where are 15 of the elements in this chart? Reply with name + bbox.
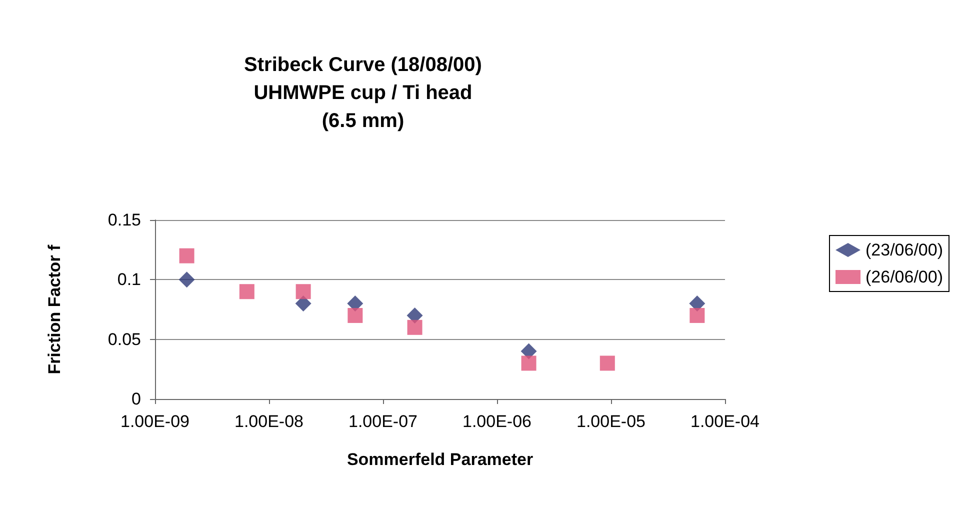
x-tick-label: 1.00E-05 — [576, 412, 646, 431]
y-tick-label: 0.05 — [108, 330, 141, 349]
y-axis-title: Friction Factor f — [45, 244, 64, 374]
y-tick-label: 0.15 — [108, 210, 141, 230]
x-tick-label: 1.00E-09 — [120, 412, 190, 431]
y-tick-label: 0 — [132, 390, 141, 408]
legend-label: (26/06/00) — [866, 268, 944, 286]
chart-title: Stribeck Curve (18/08/00) UHMWPE cup / Ti head (6.5 mm) — [244, 54, 482, 132]
x-tick-label: 1.00E-07 — [348, 412, 418, 431]
x-tick-label: 1.00E-06 — [462, 412, 532, 431]
x-tick-label: 1.00E-08 — [234, 412, 304, 431]
x-tick-label: 1.00E-04 — [690, 412, 760, 431]
x-axis-title: Sommerfeld Parameter — [346, 450, 534, 469]
legend-label: (23/06/00) — [866, 240, 944, 260]
y-tick-label: 0.1 — [117, 270, 141, 290]
